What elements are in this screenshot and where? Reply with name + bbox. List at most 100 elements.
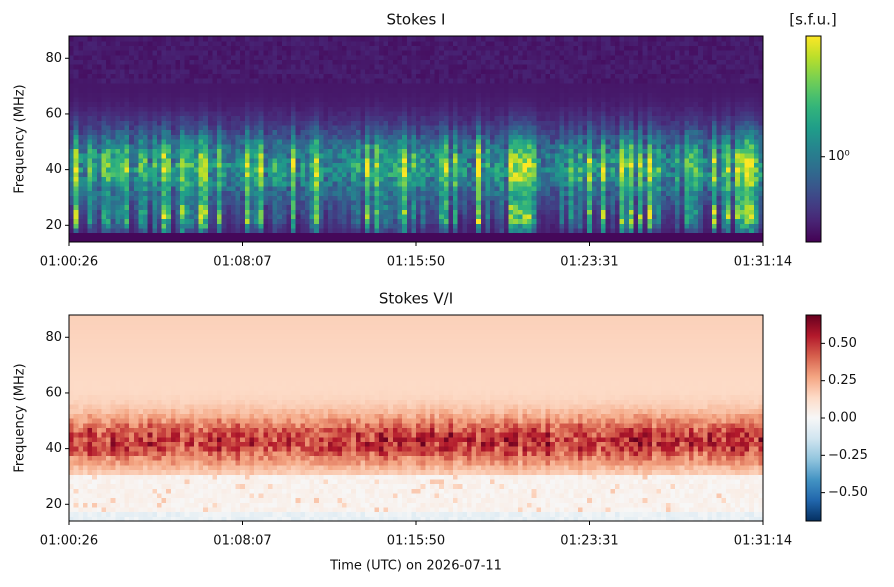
spectrogram-cell [175, 157, 181, 164]
spectrogram-cell [374, 148, 380, 154]
spectrogram-cell [550, 115, 556, 121]
spectrogram-cell [388, 232, 394, 238]
spectrogram-cell [545, 54, 551, 61]
spectrogram-cell [291, 92, 297, 98]
spectrogram-cell [291, 54, 297, 61]
spectrogram-cell [425, 148, 431, 154]
spectrogram-cell [300, 204, 306, 210]
spectrogram-cell [508, 237, 514, 243]
spectrogram-cell [69, 223, 75, 229]
spectrogram-cell [198, 50, 204, 56]
spectrogram-cell [383, 106, 389, 112]
spectrogram-cell [341, 64, 348, 70]
spectrogram-cell [277, 59, 283, 65]
spectrogram-cell [295, 73, 301, 79]
spectrogram-cell [119, 115, 126, 121]
spectrogram-cell [212, 45, 218, 51]
spectrogram-cell [577, 162, 584, 168]
spectrogram-cell [240, 227, 246, 234]
spectrogram-cell [508, 36, 514, 42]
spectrogram-cell [230, 124, 237, 131]
spectrogram-cell [527, 237, 533, 243]
spectrogram-cell [328, 36, 334, 42]
spectrogram-cell [554, 115, 561, 121]
spectrogram-cell [129, 101, 135, 107]
spectrogram-cell [244, 209, 251, 215]
spectrogram-cell [221, 153, 227, 159]
spectrogram-cell [295, 209, 301, 215]
spectrogram-cell [485, 199, 491, 206]
spectrogram-cell [161, 124, 167, 131]
spectrogram-cell [175, 218, 181, 224]
spectrogram-cell [240, 209, 246, 215]
spectrogram-cell [184, 195, 190, 201]
spectrogram-cell [230, 50, 237, 56]
spectrogram-cell [115, 148, 121, 154]
spectrogram-cell [286, 190, 292, 196]
spectrogram-cell [152, 171, 158, 178]
spectrogram-cell [527, 129, 533, 135]
spectrogram-cell [508, 162, 514, 168]
spectrogram-cell [309, 139, 315, 145]
spectrogram-cell [536, 176, 542, 182]
spectrogram-cell [564, 36, 570, 42]
spectrogram-cell [577, 143, 584, 149]
spectrogram-cell [480, 167, 486, 173]
spectrogram-cell [217, 162, 223, 168]
spectrogram-cell [254, 195, 260, 201]
spectrogram-cell [351, 167, 357, 173]
spectrogram-cell [466, 176, 473, 182]
spectrogram-cell [355, 195, 362, 201]
spectrogram-cell [318, 209, 325, 215]
spectrogram-cell [527, 59, 533, 65]
spectrogram-cell [341, 40, 348, 46]
spectrogram-cell [531, 143, 537, 149]
spectrogram-cell [82, 153, 89, 159]
spectrogram-cell [304, 176, 311, 182]
spectrogram-cell [258, 157, 264, 164]
spectrogram-cell [244, 110, 251, 117]
spectrogram-cell [203, 78, 209, 84]
spectrogram-cell [217, 218, 223, 224]
spectrogram-cell [522, 59, 528, 65]
spectrogram-cell [392, 101, 399, 107]
spectrogram-cell [573, 45, 579, 51]
spectrogram-cell [397, 40, 403, 46]
spectrogram-cell [258, 181, 264, 187]
spectrogram-cell [129, 167, 135, 173]
spectrogram-cell [124, 129, 130, 135]
spectrogram-cell [425, 162, 431, 168]
spectrogram-cell [161, 195, 167, 201]
spectrogram-cell [309, 120, 315, 126]
spectrogram-cell [568, 157, 574, 164]
spectrogram-cell [573, 185, 579, 192]
spectrogram-cell [411, 185, 417, 192]
spectrogram-cell [564, 223, 570, 229]
spectrogram-cell [240, 68, 246, 75]
spectrogram-cell [129, 87, 135, 93]
spectrogram-cell [392, 176, 399, 182]
spectrogram-cell [291, 78, 297, 84]
spectrogram-cell [207, 36, 214, 42]
spectrogram-cell [244, 54, 251, 61]
spectrogram-cell [531, 115, 537, 121]
spectrogram-cell [383, 143, 389, 149]
spectrogram-cell [517, 96, 524, 103]
spectrogram-cell [457, 64, 463, 70]
spectrogram-cell [434, 59, 440, 65]
spectrogram-cell [230, 134, 237, 140]
spectrogram-cell [263, 87, 269, 93]
spectrogram-cell [318, 124, 325, 131]
spectrogram-cell [378, 87, 385, 93]
spectrogram-cell [351, 115, 357, 121]
spectrogram-cell [73, 176, 79, 182]
spectrogram-cell [591, 190, 598, 196]
spectrogram-cell [133, 120, 139, 126]
spectrogram-cell [207, 204, 214, 210]
spectrogram-cell [124, 87, 130, 93]
spectrogram-cell [138, 73, 144, 79]
spectrogram-cell [466, 139, 473, 145]
spectrogram-cell [291, 45, 297, 51]
spectrogram-cell [388, 134, 394, 140]
spectrogram-cell [531, 87, 537, 93]
